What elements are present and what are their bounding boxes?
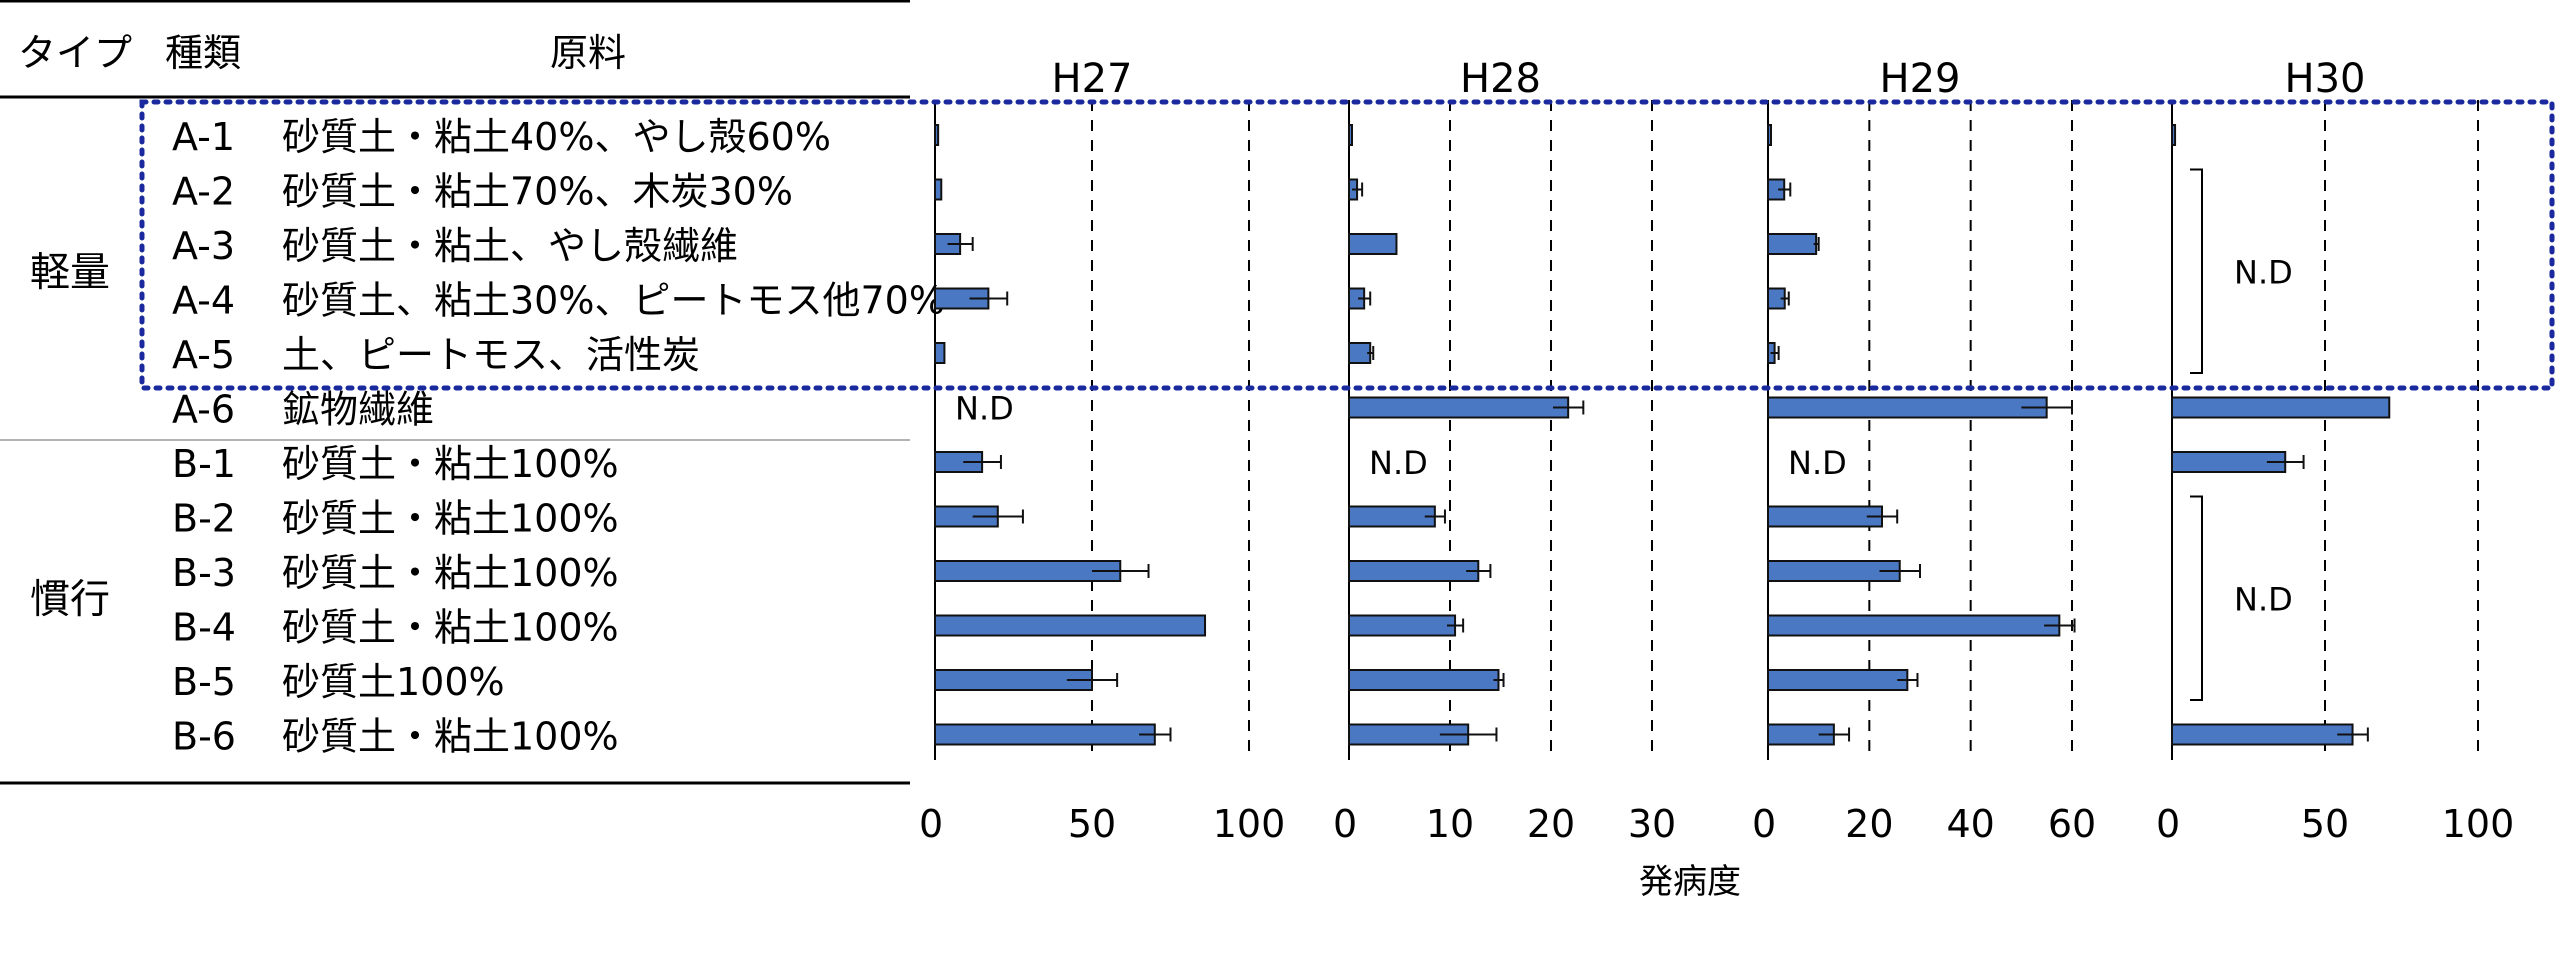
tick-label-H27-1: 50 bbox=[1068, 802, 1116, 846]
nd-label-H28-0: N.D bbox=[1369, 444, 1428, 482]
tick-label-H30-1: 50 bbox=[2301, 802, 2349, 846]
row-material-B-3: 砂質土・粘土100% bbox=[282, 551, 619, 595]
bar-H28-B-4 bbox=[1348, 614, 1457, 637]
tick-label-H29-0: 0 bbox=[1752, 802, 1776, 846]
group-label-1: 慣行 bbox=[30, 576, 110, 622]
header-kind: 種類 bbox=[165, 31, 241, 75]
header-material: 原料 bbox=[550, 31, 626, 75]
row-id-A-1: A-1 bbox=[172, 115, 235, 159]
bar-H29-B-4 bbox=[1767, 614, 2061, 637]
row-id-A-3: A-3 bbox=[172, 224, 235, 268]
row-material-B-1: 砂質土・粘土100% bbox=[282, 442, 619, 486]
highlight-box-lightweight bbox=[139, 99, 2555, 391]
tick-label-H29-3: 60 bbox=[2048, 802, 2096, 846]
group-label-0: 軽量 bbox=[30, 249, 110, 295]
bar-H29-B-5 bbox=[1767, 669, 1909, 691]
row-id-B-3: B-3 bbox=[172, 551, 236, 595]
bar-H28-A-5 bbox=[1348, 342, 1372, 364]
tick-label-H28-1: 10 bbox=[1426, 802, 1474, 846]
row-material-A-6: 鉱物繊維 bbox=[282, 388, 434, 432]
row-id-B-5: B-5 bbox=[172, 660, 236, 704]
bar-H28-B-5 bbox=[1348, 669, 1500, 691]
panel-title-H28: H28 bbox=[1460, 56, 1541, 102]
bar-H29-A-1 bbox=[1767, 124, 1772, 146]
bar-H30-A-6 bbox=[2171, 396, 2391, 419]
row-id-B-6: B-6 bbox=[172, 715, 236, 759]
bar-H30-B-6 bbox=[2171, 723, 2354, 746]
row-material-A-4: 砂質土、粘土30%、ピートモス他70% bbox=[282, 279, 945, 323]
bar-H27-A-5 bbox=[934, 342, 946, 364]
tick-label-H29-2: 40 bbox=[1946, 802, 1994, 846]
bar-H28-A-6 bbox=[1348, 396, 1570, 419]
panel-title-H29: H29 bbox=[1880, 56, 1961, 102]
nd-label-H30-1: N.D bbox=[2234, 580, 2293, 618]
tick-label-H28-3: 30 bbox=[1628, 802, 1676, 846]
nd-bracket-H30-0 bbox=[2190, 168, 2203, 374]
bar-H29-A-3 bbox=[1767, 233, 1818, 255]
bar-H27-B-4 bbox=[934, 614, 1207, 637]
row-material-A-2: 砂質土・粘土70%、木炭30% bbox=[282, 170, 793, 214]
bar-H28-B-3 bbox=[1348, 560, 1480, 582]
bar-H27-A-1 bbox=[934, 124, 940, 146]
tick-label-H27-0: 0 bbox=[919, 802, 943, 846]
nd-bracket-H30-1 bbox=[2190, 495, 2203, 701]
row-material-B-5: 砂質土100% bbox=[282, 660, 505, 704]
row-id-B-2: B-2 bbox=[172, 497, 236, 541]
row-material-B-6: 砂質土・粘土100% bbox=[282, 715, 619, 759]
nd-label-H30-0: N.D bbox=[2234, 253, 2293, 291]
panel-title-H30: H30 bbox=[2285, 56, 2366, 102]
row-material-A-3: 砂質土・粘土、やし殻繊維 bbox=[282, 224, 738, 268]
row-id-B-1: B-1 bbox=[172, 442, 236, 486]
tick-label-H27-2: 100 bbox=[1213, 802, 1286, 846]
header-type: タイプ bbox=[18, 31, 132, 75]
row-id-B-4: B-4 bbox=[172, 606, 236, 650]
bar-H28-A-1 bbox=[1348, 124, 1353, 146]
tick-label-H29-1: 20 bbox=[1845, 802, 1893, 846]
row-id-A-6: A-6 bbox=[172, 388, 235, 432]
tick-label-H28-2: 20 bbox=[1527, 802, 1575, 846]
bar-H27-A-2 bbox=[934, 178, 943, 201]
row-material-B-4: 砂質土・粘土100% bbox=[282, 606, 619, 650]
bar-H28-B-2 bbox=[1348, 505, 1436, 528]
row-id-A-4: A-4 bbox=[172, 279, 235, 323]
bar-H29-A-6 bbox=[1767, 396, 2048, 419]
tick-label-H28-0: 0 bbox=[1333, 802, 1357, 846]
bar-H29-B-2 bbox=[1767, 505, 1883, 528]
row-material-A-1: 砂質土・粘土40%、やし殻60% bbox=[282, 115, 831, 159]
bar-H28-A-3 bbox=[1348, 233, 1398, 255]
bar-H27-B-6 bbox=[934, 723, 1156, 746]
row-material-A-5: 土、ピートモス、活性炭 bbox=[282, 333, 700, 377]
row-id-A-5: A-5 bbox=[172, 333, 235, 377]
nd-label-H29-0: N.D bbox=[1788, 444, 1847, 482]
x-axis-label: 発病度 bbox=[1639, 862, 1741, 902]
panel-title-H27: H27 bbox=[1052, 56, 1133, 102]
tick-label-H30-2: 100 bbox=[2442, 802, 2515, 846]
bar-H30-A-1 bbox=[2171, 124, 2177, 146]
tick-label-H30-0: 0 bbox=[2156, 802, 2180, 846]
row-id-A-2: A-2 bbox=[172, 170, 235, 214]
nd-label-H27-0: N.D bbox=[955, 390, 1014, 428]
row-material-B-2: 砂質土・粘土100% bbox=[282, 497, 619, 541]
